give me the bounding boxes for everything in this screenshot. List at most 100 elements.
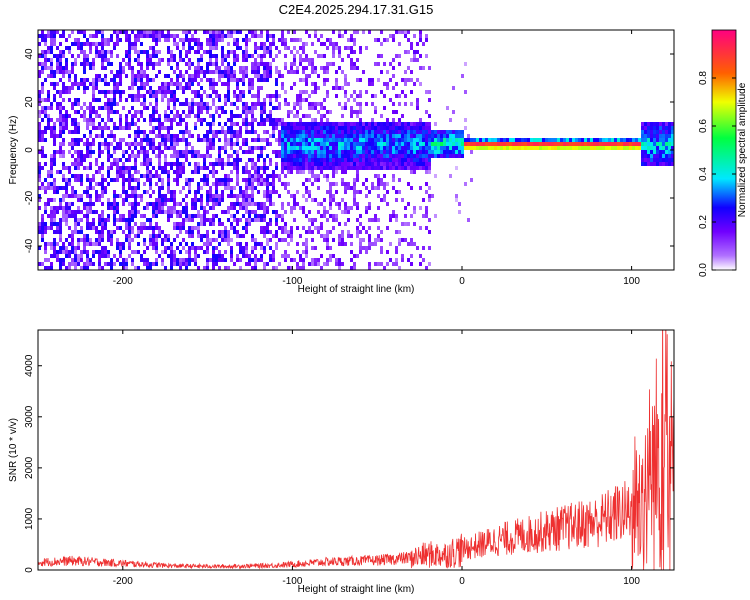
heat-cell [263, 170, 266, 174]
heat-cell [182, 86, 185, 90]
heat-cell [272, 170, 275, 174]
heat-cell [185, 146, 188, 150]
heat-cell [95, 78, 98, 82]
heat-cell [296, 50, 299, 54]
heat-cell [236, 94, 239, 98]
heat-cell [134, 250, 137, 254]
heat-cell [176, 78, 179, 82]
heat-cell [179, 86, 182, 90]
heat-cell [407, 182, 410, 186]
heat-cell [398, 178, 401, 182]
heat-cell [86, 190, 89, 194]
heat-cell [56, 62, 59, 66]
heat-cell [161, 230, 164, 234]
heat-cell [62, 242, 65, 246]
heat-cell [338, 162, 341, 166]
heat-cell [341, 26, 344, 30]
heat-cell [179, 190, 182, 194]
heat-cell [302, 262, 305, 266]
heat-cell [455, 154, 458, 158]
heat-cell [173, 38, 176, 42]
heat-cell [338, 158, 341, 162]
heat-cell [254, 242, 257, 246]
colorbar: 0.00.20.40.60.8 Normalized spectral ampl… [698, 29, 748, 277]
heat-cell [59, 218, 62, 222]
heat-cell [206, 258, 209, 262]
heat-cell [146, 202, 149, 206]
heat-cell [233, 42, 236, 46]
heat-cell [80, 82, 83, 86]
heat-cell [386, 26, 389, 30]
heat-cell [296, 114, 299, 118]
heat-cell [77, 166, 80, 170]
heat-cell [92, 242, 95, 246]
heat-cell [230, 226, 233, 230]
heat-cell [158, 158, 161, 162]
heat-cell [329, 230, 332, 234]
heat-cell [104, 138, 107, 142]
heat-cell [371, 166, 374, 170]
heat-cell [215, 106, 218, 110]
heat-cell [317, 202, 320, 206]
heat-cell [116, 90, 119, 94]
heat-cell [239, 218, 242, 222]
heat-cell [83, 102, 86, 106]
heat-cell [266, 34, 269, 38]
heat-cell [278, 50, 281, 54]
heat-cell [155, 170, 158, 174]
heat-cell [116, 238, 119, 242]
heat-cell [647, 134, 650, 138]
heat-cell [242, 94, 245, 98]
heat-cell [245, 126, 248, 130]
heat-cell [263, 182, 266, 186]
heat-cell [371, 186, 374, 190]
heat-cell [266, 206, 269, 210]
heat-cell [398, 146, 401, 150]
heat-cell [239, 90, 242, 94]
heat-cell [107, 262, 110, 266]
heat-cell [338, 206, 341, 210]
heat-cell [146, 178, 149, 182]
heat-cell [98, 30, 101, 34]
heat-cell [422, 150, 425, 154]
heat-cell [419, 206, 422, 210]
heat-cell [248, 30, 251, 34]
heat-cell [236, 158, 239, 162]
heat-cell [182, 150, 185, 154]
heat-cell [401, 134, 404, 138]
heat-cell [107, 198, 110, 202]
heat-cell [341, 126, 344, 130]
heat-cell [62, 210, 65, 214]
heat-cell [38, 198, 41, 202]
heat-cell [50, 62, 53, 66]
heat-cell [86, 58, 89, 62]
heat-cell [155, 202, 158, 206]
heat-cell [188, 130, 191, 134]
heat-cell [287, 170, 290, 174]
heat-cell [119, 170, 122, 174]
heat-cell [320, 142, 323, 146]
heat-cell [53, 190, 56, 194]
heat-cell [356, 254, 359, 258]
colorbar-tick-label: 0.2 [698, 215, 709, 229]
heat-cell [467, 138, 470, 142]
heat-cell [233, 30, 236, 34]
heat-cell [425, 170, 428, 174]
heat-cell [353, 154, 356, 158]
heat-cell [323, 42, 326, 46]
heat-cell [461, 134, 464, 138]
heat-cell [395, 154, 398, 158]
heat-cell [419, 34, 422, 38]
heat-cell [110, 110, 113, 114]
heat-cell [239, 70, 242, 74]
heat-cell [113, 190, 116, 194]
heat-cell [293, 146, 296, 150]
heat-cell [68, 34, 71, 38]
heat-cell [173, 202, 176, 206]
heat-cell [146, 206, 149, 210]
heat-cell [266, 70, 269, 74]
heat-cell [122, 162, 125, 166]
heat-cell [182, 166, 185, 170]
heat-cell [203, 50, 206, 54]
heat-cell [203, 158, 206, 162]
